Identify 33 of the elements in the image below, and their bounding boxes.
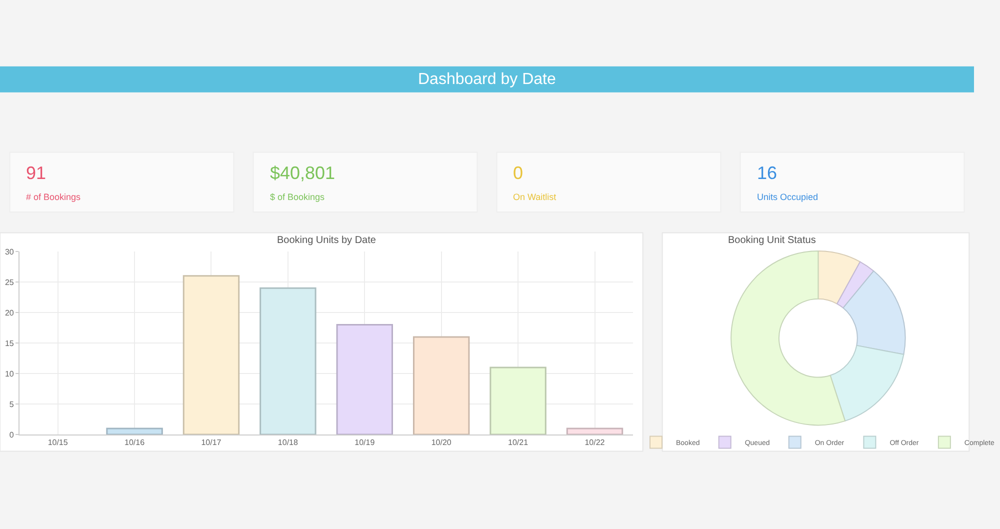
text: 0 (513, 163, 524, 183)
x-tick-label: 10/15 (48, 438, 68, 448)
y-tick-label: 30 (4, 247, 14, 256)
bar (490, 366, 546, 435)
chart-title: Booking Unit Status (728, 235, 816, 246)
x-tick-label: 10/21 (508, 438, 529, 448)
bar (412, 336, 470, 435)
text: $ of Bookings (270, 192, 326, 202)
text: $40,801 (270, 163, 336, 183)
y-tick-label: 10 (4, 369, 14, 378)
x-tick-label: 10/18 (278, 438, 298, 448)
x-tick-label: 10/19 (354, 438, 376, 448)
y-tick-label: 5 (9, 400, 14, 409)
bar (182, 275, 240, 435)
y-tick-label: 20 (4, 308, 14, 318)
bar (566, 428, 624, 435)
y-tick-label: 0 (9, 430, 14, 440)
y-tick-label: 15 (4, 338, 14, 348)
x-tick-label: 10/22 (584, 438, 606, 448)
y-tick-label: 25 (4, 278, 14, 287)
text: # of Bookings (26, 192, 82, 202)
text: 91 (26, 163, 46, 183)
text: 16 (757, 163, 778, 183)
x-tick-label: 10/20 (431, 438, 452, 448)
chart-title: Booking Units by Date (277, 235, 376, 246)
x-tick-label: 10/17 (201, 438, 222, 448)
bar (260, 287, 316, 435)
text: On Waitlist (513, 192, 557, 202)
x-tick-label: 10/16 (124, 438, 146, 448)
bar (336, 324, 393, 435)
text: Dashboard by Date (418, 71, 556, 88)
bar (106, 428, 163, 435)
text: Units Occupied (757, 192, 818, 202)
